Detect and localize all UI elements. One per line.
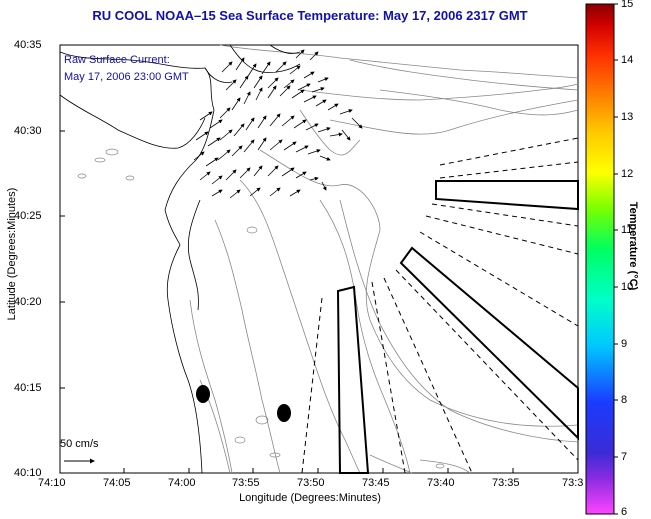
harbor-coastline — [204, 44, 301, 83]
dashed-radials — [301, 137, 579, 474]
y-tick-label: 40:20 — [14, 296, 42, 308]
colorbar-ticks — [614, 3, 618, 515]
colorbar-tick-label: 7 — [621, 451, 628, 463]
x-tick-label: 73:50 — [297, 477, 325, 489]
scale-label: 50 cm/s — [60, 438, 99, 450]
x-tick-label: 73:3 — [562, 477, 584, 489]
y-tick-label: 40:10 — [14, 467, 42, 479]
y-tick-label: 40:30 — [14, 125, 42, 137]
x-tick-marks — [59, 468, 579, 473]
x-tick-label: 74:10 — [38, 477, 66, 489]
small-contours — [77, 148, 445, 469]
colorbar-tick-label: 9 — [621, 338, 628, 350]
sampling-boxes — [336, 180, 579, 474]
current-vectors — [193, 49, 363, 199]
x-axis-label: Longitude (Degrees:Minutes) — [239, 492, 381, 504]
colorbar-tick-label: 13 — [621, 111, 634, 123]
buoy-marker-1 — [196, 385, 210, 403]
legend-line-1: Raw Surface Current: — [64, 54, 170, 66]
y-tick-marks — [60, 44, 65, 474]
y-tick-label: 40:35 — [14, 39, 42, 51]
x-tick-label: 74:00 — [168, 477, 196, 489]
y-tick-label: 40:15 — [14, 382, 42, 394]
colorbar-tick-label: 10 — [621, 281, 634, 293]
colorbar-tick-label: 12 — [621, 168, 634, 180]
colorbar-tick-label: 14 — [621, 54, 634, 66]
buoy-marker-2 — [277, 404, 291, 422]
colorbar-tick-label: 6 — [621, 506, 628, 518]
legend-line-2: May 17, 2006 23:00 GMT — [64, 71, 189, 83]
bathymetry-contours — [189, 44, 579, 474]
colorbar-tick-label: 11 — [621, 224, 633, 236]
colorbar-tick-label: 8 — [621, 394, 628, 406]
colorbar — [585, 3, 615, 515]
x-tick-label: 73:35 — [492, 477, 520, 489]
x-tick-label: 73:45 — [362, 477, 390, 489]
y-axis-label: Latitude (Degrees:Minutes) — [6, 187, 18, 321]
x-tick-label: 73:55 — [232, 477, 260, 489]
colorbar-label: Temperature (°C) — [627, 201, 639, 291]
x-tick-label: 74:05 — [103, 477, 131, 489]
figure-title: RU COOL NOAA–15 Sea Surface Temperature:… — [92, 8, 528, 23]
colorbar-tick-label: 15 — [621, 0, 634, 10]
y-tick-label: 40:25 — [14, 210, 42, 222]
x-tick-label: 73:40 — [427, 477, 455, 489]
plot-frame — [59, 44, 579, 474]
coastline — [59, 51, 215, 474]
